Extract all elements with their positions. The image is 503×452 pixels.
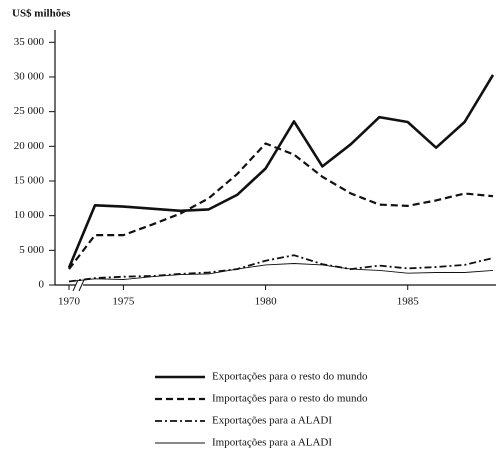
y-tick-label: 30 000 — [14, 71, 45, 83]
y-tick-label: 0 — [39, 279, 45, 291]
series-line — [67, 74, 495, 269]
axis-break — [72, 279, 85, 292]
y-tick-label: 20 000 — [14, 140, 45, 152]
legend-label: Exportações para o resto do mundo — [212, 371, 368, 383]
x-tick-label: 1980 — [255, 296, 278, 308]
x-tick-label: 1975 — [112, 296, 135, 308]
y-tick-label: 35 000 — [14, 36, 45, 48]
legend-label: Exportações para a ALADI — [212, 415, 332, 427]
legend-label: Importações para o resto do mundo — [212, 393, 368, 405]
series-line — [68, 263, 494, 282]
legend-label: Importações para a ALADI — [212, 437, 332, 449]
y-tick-label: 25 000 — [14, 105, 45, 117]
y-axis-label: US$ milhões — [12, 8, 71, 20]
x-tick-label: 1970 — [58, 296, 81, 308]
x-tick-label: 1985 — [397, 296, 420, 308]
y-tick-label: 5 000 — [19, 244, 44, 256]
y-tick-label: 10 000 — [14, 209, 45, 221]
y-tick-label: 15 000 — [14, 175, 45, 187]
series-line — [68, 142, 494, 270]
series-line — [68, 254, 494, 283]
